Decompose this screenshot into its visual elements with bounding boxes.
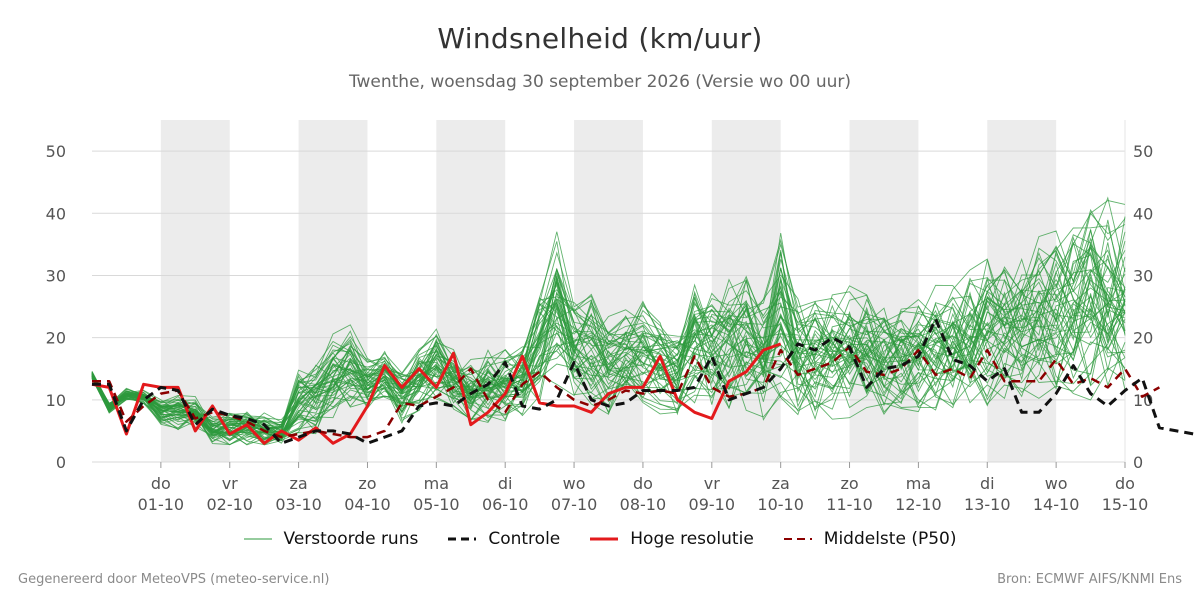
member-run-36 [91, 225, 1126, 431]
legend-item-control: Controle [448, 529, 560, 549]
series-line-control [92, 317, 1195, 445]
member-run-35 [91, 251, 1126, 436]
legend-item-hires: Hoge resolutie [590, 529, 754, 549]
x-tick-date-7: 08-10 [620, 495, 667, 514]
x-tick-date-5: 06-10 [482, 495, 529, 514]
member-run-45 [91, 254, 1126, 429]
member-run-29 [91, 200, 1126, 426]
y-tick-left-10: 10 [46, 391, 66, 410]
y-tick-left-50: 50 [46, 142, 66, 161]
x-tick-date-9: 10-10 [757, 495, 804, 514]
x-tick-day-3: zo [358, 474, 376, 493]
legend-label-hires: Hoge resolutie [630, 529, 754, 549]
x-tick-date-1: 02-10 [206, 495, 253, 514]
y-tick-right-40: 40 [1133, 204, 1153, 223]
legend-item-median: Middelste (P50) [783, 529, 957, 549]
chart-title: Windsnelheid (km/uur) [437, 22, 763, 55]
x-tick-day-6: wo [563, 474, 586, 493]
footer-generator: Gegenereerd door MeteoVPS (meteo-service… [18, 572, 330, 587]
x-tick-date-6: 07-10 [551, 495, 598, 514]
x-tick-day-11: ma [906, 474, 931, 493]
x-tick-date-10: 11-10 [826, 495, 873, 514]
x-tick-day-1: vr [222, 474, 238, 493]
x-tick-day-7: do [633, 474, 653, 493]
member-run-44 [91, 242, 1126, 431]
y-tick-left-20: 20 [46, 329, 66, 348]
y-tick-left-30: 30 [46, 266, 66, 285]
x-tick-date-0: 01-10 [138, 495, 185, 514]
day-band-1 [298, 120, 368, 462]
legend-item-members: Verstoorde runs [243, 529, 419, 549]
x-tick-day-13: wo [1045, 474, 1068, 493]
y-tick-right-50: 50 [1133, 142, 1153, 161]
legend-label-control: Controle [488, 529, 561, 549]
member-run-23 [91, 316, 1126, 446]
chart-subtitle: Twenthe, woensdag 30 september 2026 (Ver… [348, 72, 852, 92]
x-tick-date-11: 12-10 [895, 495, 942, 514]
y-tick-left-40: 40 [46, 204, 66, 223]
member-run-33 [91, 212, 1126, 431]
x-tick-date-8: 09-10 [689, 495, 736, 514]
legend-label-median: Middelste (P50) [823, 529, 957, 549]
x-tick-day-2: za [289, 474, 307, 493]
series-line-median [92, 345, 1160, 439]
x-tick-date-2: 03-10 [275, 495, 322, 514]
y-tick-right-20: 20 [1133, 329, 1153, 348]
x-tick-date-3: 04-10 [344, 495, 391, 514]
y-tick-right-0: 0 [1133, 453, 1143, 472]
x-tick-day-14: do [1115, 474, 1135, 493]
legend-swatch-members [243, 538, 272, 540]
legend: Verstoorde runs Controle Hoge resolutie … [0, 529, 1200, 549]
legend-swatch-hires [590, 537, 619, 541]
x-tick-day-8: vr [704, 474, 720, 493]
legend-swatch-control [448, 537, 477, 541]
y-tick-left-0: 0 [56, 453, 66, 472]
x-tick-day-4: ma [424, 474, 449, 493]
x-tick-date-14: 15-10 [1102, 495, 1149, 514]
footer-source: Bron: ECMWF AIFS/KNMI Ens [997, 572, 1182, 587]
x-tick-date-13: 14-10 [1033, 495, 1080, 514]
legend-swatch-median [783, 538, 812, 540]
x-tick-date-4: 05-10 [413, 495, 460, 514]
x-tick-day-5: di [498, 474, 513, 493]
x-tick-date-12: 13-10 [964, 495, 1011, 514]
x-tick-day-0: do [151, 474, 171, 493]
x-tick-day-9: za [772, 474, 790, 493]
x-tick-day-10: zo [840, 474, 858, 493]
member-run-49 [91, 308, 1126, 445]
x-tick-day-12: di [980, 474, 995, 493]
y-tick-right-30: 30 [1133, 266, 1153, 285]
legend-label-members: Verstoorde runs [283, 529, 419, 549]
